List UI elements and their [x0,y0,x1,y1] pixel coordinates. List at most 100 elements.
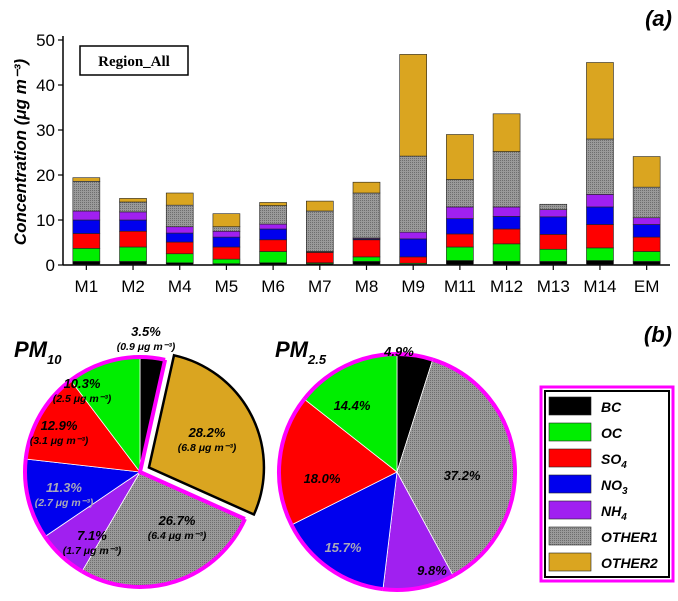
pie-outline-OTHER2 [147,353,266,517]
legend-item-OTHER1: OTHER1 [548,526,658,546]
bar-NH4-M6 [259,223,287,230]
region-label-box: Region_All [79,45,189,76]
pie-value-OTHER1: (6.4 μg m⁻³) [148,530,207,542]
bar-NH4-EM [632,217,661,225]
bar-BC-M8 [352,261,381,266]
bar-OC-M2 [119,246,147,262]
bar-OTHER1-M5 [212,226,241,232]
bar-NO3-M11 [446,218,474,235]
bar-BC-M11 [446,260,474,266]
pie-label-BC: 3.5% [131,324,161,339]
x-tick-label: M13 [537,277,570,296]
x-tick-label: M9 [401,277,425,296]
bar-BC-M6 [259,262,287,266]
bar-BC-EM [632,261,661,266]
bar-NH4-M5 [212,230,241,238]
pie-pm25: 4.9% 37.2% 9.8% 15.7% 18.0% 14.4% [277,344,517,592]
legend-swatch-OTHER2 [548,552,592,572]
legend-item-BC: BC [548,396,622,416]
bar-OC-EM [632,251,661,262]
x-tick-label: M1 [75,277,99,296]
y-tick-label: 0 [46,256,55,275]
bar-OTHER1-M12 [492,151,521,208]
bar-NO3-M13 [539,216,568,235]
legend: BC OC SO4 NO3 NH4 OTHER1 OTHER2 [539,385,675,583]
legend-label-OTHER1: OTHER1 [601,529,658,545]
legend-swatch-OC [548,422,592,442]
bar-NO3-M5 [212,236,241,248]
bar-OTHER1-M9 [399,155,427,233]
pie-label-BC: 4.9% [383,344,414,359]
bar-NO3-M1 [72,219,101,234]
bar-SO4-EM [632,236,661,252]
bar-OTHER2-M11 [446,134,474,180]
bar-SO4-M11 [446,233,474,248]
bar-OTHER2-EM [632,156,661,188]
x-tick-label: M12 [490,277,523,296]
y-tick-label: 20 [36,166,55,185]
x-tick-label: M11 [444,277,476,296]
bar-OTHER2-M2 [119,198,147,203]
pie-value-NO3: (2.7 μg m⁻³) [35,497,94,509]
bar-chart-panel: (a) Concentration (μg m⁻³) 0 10 20 30 40 50 M1… [11,6,672,296]
bar-NH4-M1 [72,210,101,221]
pie-label-SO4: 12.9% [41,418,78,433]
pie-outline-NO3 [23,458,47,538]
bar-OTHER2-M9 [399,54,427,157]
bar-NO3-M14 [586,206,614,225]
pie-pm10-title: PM10 [14,337,62,367]
pie-value-SO4: (3.1 μg m⁻³) [30,435,89,447]
pie-label-NO3: 15.7% [325,540,362,555]
bar-BC-M1 [72,261,101,266]
bar-OTHER2-M4 [165,192,194,206]
legend-label-BC: BC [601,399,622,415]
pie-gap-edge [138,359,246,521]
pie-label-OC: 10.3% [64,376,101,391]
legend-swatch-BC [548,396,592,416]
bar-NO3-EM [632,224,661,238]
x-tick-label: M4 [168,277,192,296]
panel-b-label: (b) [644,322,672,347]
bar-NH4-M4 [165,226,194,234]
pie-outline-SO4 [277,397,306,526]
bar-SO4-M5 [212,246,241,260]
bar-OTHER2-M5 [212,213,241,228]
bar-SO4-M13 [539,234,568,250]
bar-OTHER2-M6 [259,202,287,206]
bar-NH4-M13 [539,209,568,218]
pie-label-NH4: 7.1% [77,528,107,543]
legend-label-OTHER2: OTHER2 [601,555,658,571]
bar-OTHER1-M11 [446,179,474,208]
legend-item-OC: OC [548,422,623,442]
bar-OC-M5 [212,258,241,264]
bar-OC-M1 [72,248,101,262]
pie-label-SO4: 18.0% [304,471,341,486]
legend-label-NO3: NO3 [601,477,628,497]
bar-SO4-M1 [72,233,101,249]
region-label: Region_All [98,54,170,70]
x-tick-label: M6 [261,277,285,296]
x-tick-label: EM [634,277,660,296]
x-tick-label: M8 [355,277,379,296]
y-tick-label: 30 [36,121,55,140]
pie-value-NH4: (1.7 μg m⁻³) [63,545,122,557]
legend-swatch-NH4 [548,500,592,520]
pie-label-OTHER1: 37.2% [444,468,481,483]
pie-outline-NH4 [382,574,455,592]
bar-OTHER1-EM [632,186,661,219]
pie-pm25-title: PM2.5 [275,337,327,367]
bar-SO4-M4 [165,241,194,255]
legend-item-NH4: NH4 [548,500,627,523]
bar-OTHER2-M7 [306,200,334,212]
panel-a-label: (a) [645,6,672,31]
pie-outline-BC [396,352,434,362]
bar-NO3-M2 [119,219,147,232]
x-tick-label: M5 [215,277,239,296]
bar-SO4-M6 [259,239,287,252]
bar-SO4-M2 [119,230,147,248]
bar-SO4-M12 [492,228,521,245]
bar-OTHER2-M8 [352,181,381,194]
bar-BC-M4 [165,262,194,266]
pie-value-BC: (0.9 μg m⁻³) [117,341,176,353]
